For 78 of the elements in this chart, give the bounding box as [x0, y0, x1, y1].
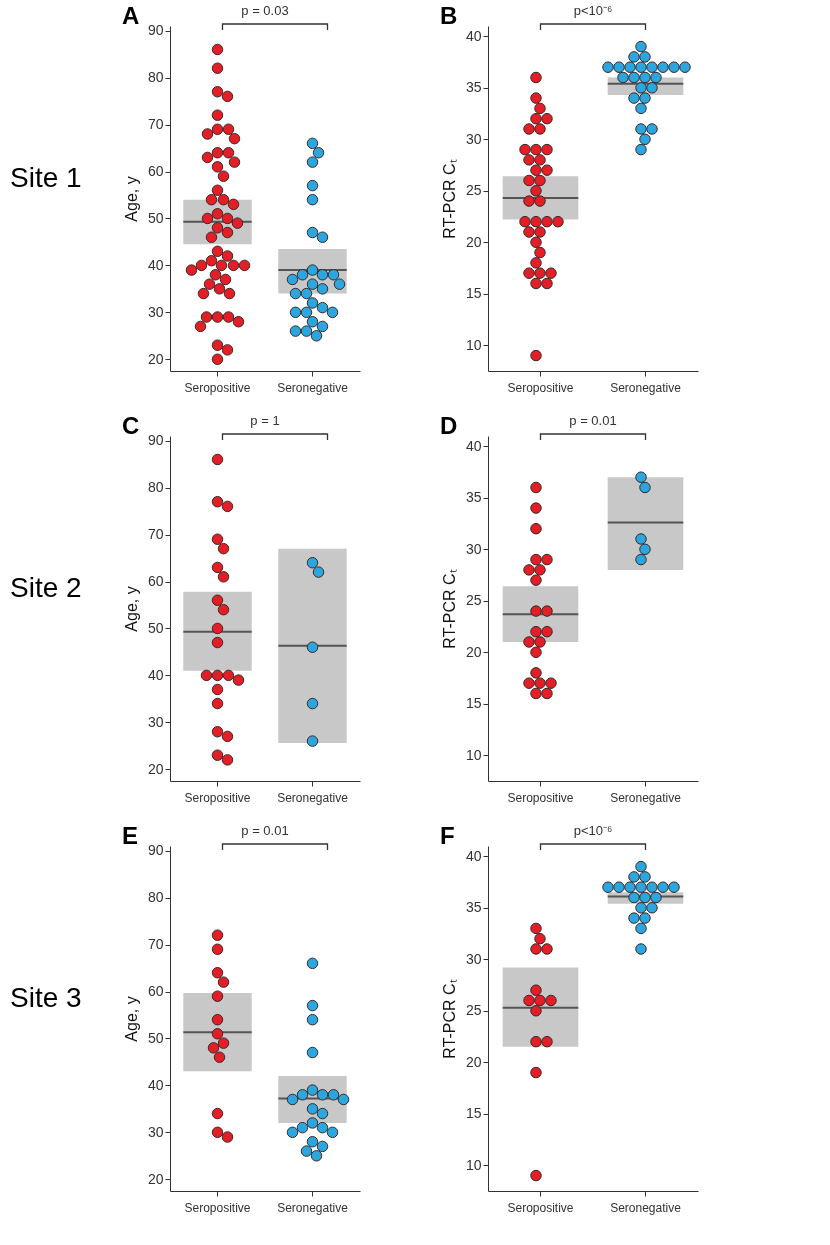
y-tick-label: 90	[147, 22, 164, 39]
y-tick-label: 40	[465, 437, 482, 454]
y-tick-label: 60	[147, 983, 164, 1000]
chart-title: B	[440, 2, 458, 29]
y-tick-label: 90	[147, 432, 164, 449]
y-tick-label: 20	[147, 350, 164, 367]
y-axis-title: RT-PCR Cₜ	[440, 979, 458, 1059]
y-tick-label: 80	[147, 889, 164, 906]
y-tick-label: 90	[147, 842, 164, 859]
y-tick-label: 20	[465, 233, 482, 250]
text: p = 0.01	[241, 823, 289, 838]
x-tick-label: Seropositive	[184, 380, 251, 395]
y-tick-label: 35	[465, 899, 482, 916]
x-tick-label: Seronegative	[610, 790, 682, 805]
y-tick-label: 30	[465, 130, 482, 147]
y-tick-label: 40	[465, 847, 482, 864]
y-axis-title: Age, y	[122, 996, 140, 1042]
y-tick-label: 60	[147, 163, 164, 180]
y-tick-label: 40	[147, 666, 164, 683]
y-axis-title: Age, y	[122, 586, 140, 632]
y-tick-label: 30	[465, 950, 482, 967]
y-tick-label: 15	[465, 285, 482, 302]
y-tick-label: 70	[147, 116, 164, 133]
y-tick-label: 15	[465, 695, 482, 712]
x-tick-label: Seronegative	[277, 1200, 349, 1215]
text: p<10⁻⁶	[573, 823, 613, 838]
y-tick-label: 10	[465, 746, 482, 763]
chart-title: A	[122, 2, 140, 29]
x-tick-label: Seropositive	[507, 1200, 574, 1215]
y-tick-label: 25	[465, 592, 482, 609]
text: Site 1	[10, 161, 82, 193]
y-tick-label: 25	[465, 1002, 482, 1019]
chart-title: E	[122, 822, 139, 849]
y-tick-label: 40	[147, 1076, 164, 1093]
y-tick-label: 20	[465, 1053, 482, 1070]
y-tick-label: 40	[465, 27, 482, 44]
x-tick-label: Seropositive	[507, 380, 574, 395]
y-tick-label: 20	[465, 643, 482, 660]
y-tick-label: 60	[147, 573, 164, 590]
y-tick-label: 30	[147, 303, 164, 320]
y-axis-title: RT-PCR Cₜ	[440, 159, 458, 239]
y-tick-label: 30	[147, 713, 164, 730]
y-tick-label: 80	[147, 69, 164, 86]
x-tick-label: Seronegative	[277, 380, 349, 395]
y-tick-label: 50	[147, 209, 164, 226]
chart-title: C	[122, 412, 140, 439]
y-tick-label: 70	[147, 526, 164, 543]
chart-title: D	[440, 412, 458, 439]
x-tick-label: Seronegative	[610, 380, 682, 395]
x-tick-label: Seropositive	[184, 1200, 251, 1215]
x-tick-label: Seropositive	[184, 790, 251, 805]
y-tick-label: 35	[465, 489, 482, 506]
y-tick-label: 20	[147, 760, 164, 777]
y-axis-title: RT-PCR Cₜ	[440, 569, 458, 649]
y-tick-label: 50	[147, 1029, 164, 1046]
text: Site 3	[10, 981, 82, 1013]
y-tick-label: 35	[465, 79, 482, 96]
y-tick-label: 20	[147, 1170, 164, 1187]
y-tick-label: 30	[465, 540, 482, 557]
y-tick-label: 30	[147, 1123, 164, 1140]
y-tick-label: 40	[147, 256, 164, 273]
y-tick-label: 70	[147, 936, 164, 953]
x-tick-label: Seropositive	[507, 790, 574, 805]
y-tick-label: 80	[147, 479, 164, 496]
text: p<10⁻⁶	[573, 3, 613, 18]
text: p = 1	[250, 413, 280, 428]
x-tick-label: Seronegative	[610, 1200, 682, 1215]
y-tick-label: 15	[465, 1105, 482, 1122]
x-tick-label: Seronegative	[277, 790, 349, 805]
y-axis-title: Age, y	[122, 176, 140, 222]
text: Site 2	[10, 571, 82, 603]
text: p = 0.01	[569, 413, 617, 428]
y-tick-label: 10	[465, 1156, 482, 1173]
text: p = 0.03	[241, 3, 289, 18]
y-tick-label: 10	[465, 336, 482, 353]
y-tick-label: 25	[465, 182, 482, 199]
y-tick-label: 50	[147, 619, 164, 636]
chart-title: F	[440, 822, 455, 849]
